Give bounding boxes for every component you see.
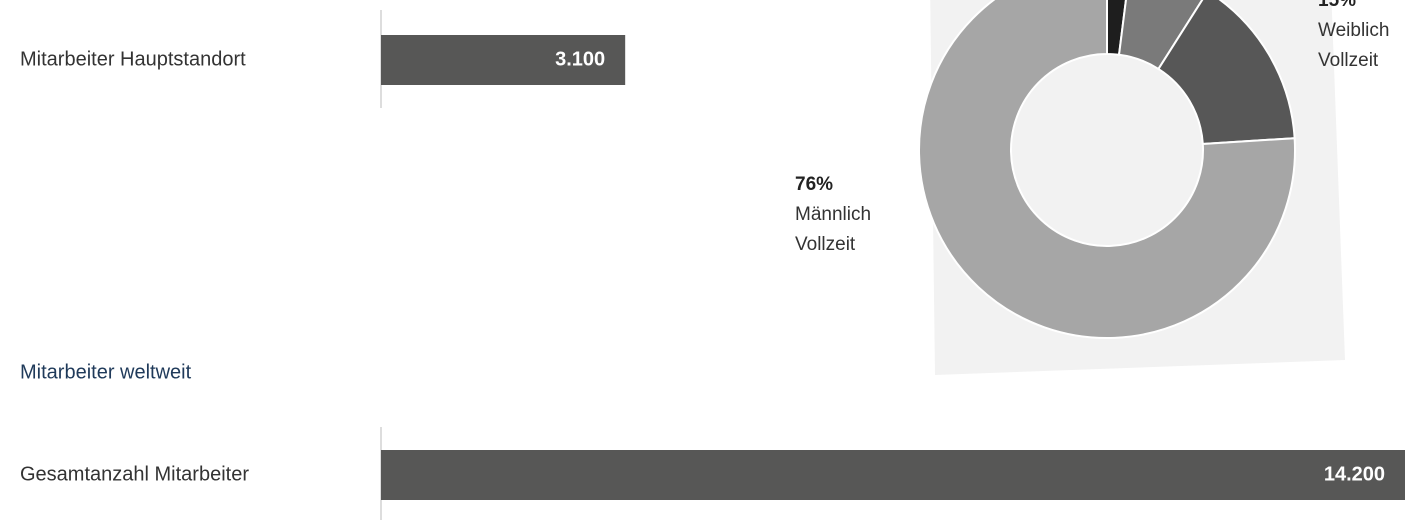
value-label: 3.100 xyxy=(555,48,605,70)
slice-category: Männlich Vollzeit xyxy=(795,204,872,255)
category-label: Gesamtanzahl Mitarbeiter xyxy=(20,463,249,485)
slice-label: 76% Männlich Vollzeit xyxy=(795,170,885,260)
slice-value: 76% xyxy=(795,174,834,195)
slice-label: 15% Weiblich Vollzeit xyxy=(1318,0,1408,76)
slice-category: Weiblich Vollzeit xyxy=(1318,20,1390,71)
slice-value: 15% xyxy=(1318,0,1357,11)
bar xyxy=(381,35,626,85)
pie-slice xyxy=(1117,0,1204,71)
category-label: Mitarbeiter Hauptstandort xyxy=(20,48,246,70)
value-label: 14.200 xyxy=(1324,463,1385,485)
bar xyxy=(381,450,1405,500)
pie-slice xyxy=(918,0,1297,339)
section-title: Mitarbeiter weltweit xyxy=(20,361,192,383)
